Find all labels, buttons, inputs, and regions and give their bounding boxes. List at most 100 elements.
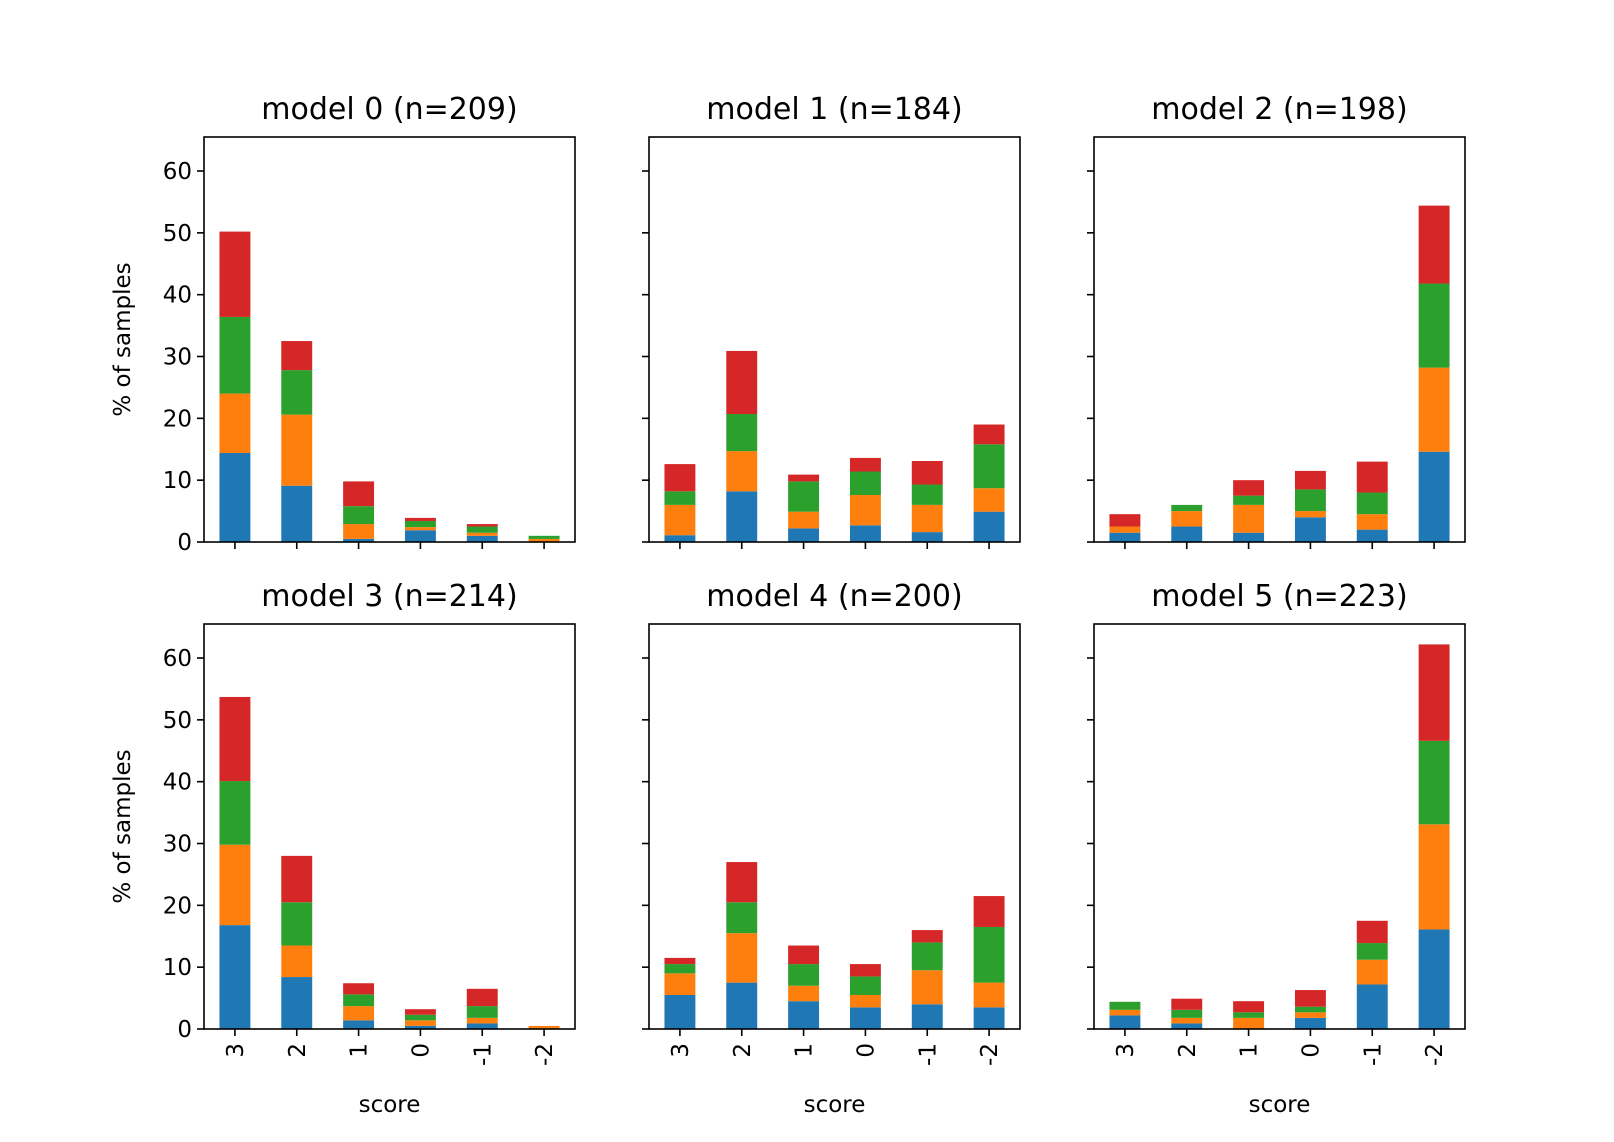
bar-segment	[528, 538, 560, 542]
x-tick-label: -1	[1360, 1043, 1386, 1066]
bar-segment	[1418, 929, 1450, 1029]
bar-segment	[1356, 461, 1388, 493]
bar-segment	[1171, 1009, 1203, 1018]
bar-segment	[1171, 1023, 1203, 1029]
bar-segment	[1109, 514, 1141, 527]
panel-title: model 1 (n=184)	[706, 92, 962, 127]
bar-segment	[281, 485, 313, 542]
x-tick-label: 3	[1113, 1043, 1139, 1058]
bar-segment	[911, 484, 943, 505]
bar-segment	[1418, 740, 1450, 825]
bar-segment	[528, 1025, 560, 1029]
bar-segment	[466, 1017, 498, 1024]
bar-segment	[404, 517, 436, 521]
bar-segment	[788, 1001, 820, 1029]
bar-segment	[404, 1014, 436, 1021]
bar-segment	[1418, 283, 1450, 368]
panel-model-4: model 4 (n=200) 3 2 1 0 -1 -2 score	[642, 579, 1021, 1118]
bar-segment	[849, 1007, 881, 1029]
bar-segment	[466, 526, 498, 533]
bar-segment	[726, 491, 758, 542]
bar-segment	[726, 902, 758, 934]
bar-segment	[1109, 1009, 1141, 1016]
bar-segment	[281, 945, 313, 978]
bar-segment	[1418, 205, 1450, 284]
bar-segment	[849, 994, 881, 1008]
bar-segment	[343, 1020, 375, 1029]
bar-segment	[343, 1006, 375, 1021]
panel-model-1: model 1 (n=184)	[642, 92, 1021, 549]
bar-segment	[466, 1006, 498, 1018]
bar-segment	[726, 414, 758, 452]
bar-segment	[664, 491, 696, 505]
bar-segment	[466, 1023, 498, 1029]
bar-segment	[849, 964, 881, 977]
y-tick-label: 10	[163, 955, 192, 981]
bar-segment	[664, 464, 696, 492]
y-tick-label: 50	[163, 708, 192, 734]
bar-segment	[281, 414, 313, 486]
bar-segment	[1233, 495, 1265, 505]
bar-segment	[281, 902, 313, 946]
bar-segment	[466, 535, 498, 542]
bar-segment	[726, 862, 758, 903]
y-tick-label: 60	[163, 159, 192, 185]
bar-segment	[281, 855, 313, 903]
bar-segment	[281, 370, 313, 415]
bar-segment	[1356, 514, 1388, 530]
panel-title: model 2 (n=198)	[1151, 92, 1407, 127]
bar-segment	[466, 988, 498, 1007]
x-tick-label: -2	[977, 1043, 1003, 1066]
bar-segment	[1418, 451, 1450, 542]
bar-segment	[1418, 644, 1450, 741]
bar-segment	[219, 452, 251, 542]
bar-segment	[1171, 504, 1203, 512]
bar-segment	[911, 532, 943, 542]
bar-segment	[343, 524, 375, 539]
bar-segment	[343, 506, 375, 525]
bar-segment	[849, 471, 881, 496]
bar-segment	[973, 424, 1005, 445]
y-tick-label: 40	[163, 770, 192, 796]
bar-segment	[664, 973, 696, 995]
bar-segment	[1233, 1017, 1265, 1029]
bar-segment	[281, 977, 313, 1029]
y-axis-label: % of samples	[110, 262, 136, 416]
bar-segment	[911, 942, 943, 971]
bar-segment	[664, 964, 696, 974]
bar-segment	[1109, 526, 1141, 533]
y-tick-label: 50	[163, 221, 192, 247]
bar-segment	[1294, 1006, 1326, 1013]
y-tick-label: 60	[163, 646, 192, 672]
panel-model-2: model 2 (n=198)	[1087, 92, 1466, 549]
bar-segment	[1171, 511, 1203, 527]
bar-segment	[343, 983, 375, 995]
bar-segment	[726, 350, 758, 415]
x-axis-label: score	[359, 1092, 421, 1118]
bar-segment	[1294, 511, 1326, 518]
x-tick-label: 1	[792, 1043, 818, 1058]
axes-frame	[203, 136, 576, 543]
bar-segment	[788, 481, 820, 512]
bar-segment	[849, 457, 881, 472]
bar-segment	[911, 970, 943, 1005]
x-tick-label: -1	[470, 1043, 496, 1066]
bar-segment	[281, 341, 313, 371]
bar-segment	[849, 976, 881, 995]
bar-segment	[788, 985, 820, 1002]
panel-model-0: model 0 (n=209) 0 10 20 30 40 50 60 % of samples	[110, 92, 576, 556]
x-tick-label: 0	[853, 1043, 879, 1058]
bar-segment	[404, 530, 436, 542]
bar-segment	[1418, 367, 1450, 452]
bar-segment	[1171, 998, 1203, 1010]
bar-segment	[219, 393, 251, 453]
bar-segment	[973, 444, 1005, 489]
bar-segment	[404, 1009, 436, 1015]
bar-segment	[664, 535, 696, 542]
bar-segment	[911, 930, 943, 943]
bar-segment	[1294, 990, 1326, 1007]
x-tick-label: 2	[285, 1043, 311, 1058]
bar-segment	[1418, 824, 1450, 930]
panel-title: model 3 (n=214)	[261, 579, 517, 614]
